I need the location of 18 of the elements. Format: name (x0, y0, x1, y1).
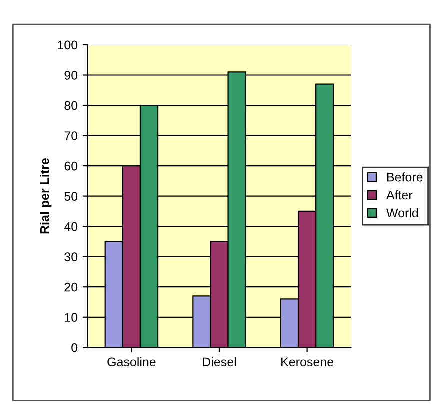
y-tick-label: 60 (64, 162, 78, 171)
y-axis-title: Rial per Litre (40, 158, 52, 234)
y-tick-label: 50 (64, 192, 78, 201)
legend-label: Before (387, 172, 423, 182)
y-tick-label: 20 (64, 282, 78, 292)
y-tick-label: 10 (65, 313, 78, 322)
x-tick-label: Kerosene (282, 358, 334, 367)
legend-label: World (386, 208, 418, 218)
y-tick-label: 80 (64, 101, 78, 110)
y-tick-label: 100 (58, 40, 78, 50)
y-tick-label: 40 (64, 222, 78, 232)
y-tick-label: 90 (64, 71, 78, 80)
x-tick-label: Diesel (203, 357, 236, 367)
y-tick-label: 30 (64, 252, 78, 262)
y-tick-label: 0 (72, 343, 78, 352)
y-tick-label: 70 (64, 132, 78, 140)
legend-label: After (386, 190, 413, 200)
x-tick-label: Gasoline (108, 357, 156, 367)
